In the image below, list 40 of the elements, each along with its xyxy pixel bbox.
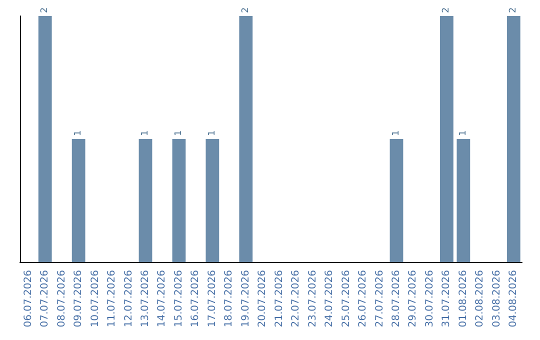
x-tick-label: 07.07.2026 bbox=[40, 270, 51, 328]
x-tick-label: 26.07.2026 bbox=[358, 270, 369, 328]
data-label: 1 bbox=[74, 130, 84, 136]
x-tick-label: 03.08.2026 bbox=[491, 270, 502, 328]
x-tick-label: 01.08.2026 bbox=[458, 270, 469, 328]
x-tick-label: 08.07.2026 bbox=[56, 270, 68, 328]
x-tick-label: 13.07.2026 bbox=[140, 270, 151, 328]
data-label: 1 bbox=[392, 130, 402, 136]
x-tick-label: 25.07.2026 bbox=[340, 270, 352, 328]
x-tick-label: 15.07.2026 bbox=[173, 270, 184, 328]
x-tick-label: 16.07.2026 bbox=[190, 270, 202, 328]
data-label: 1 bbox=[458, 130, 468, 136]
x-tick-label: 14.07.2026 bbox=[156, 270, 168, 328]
data-label: 2 bbox=[442, 7, 452, 13]
x-tick-label: 23.07.2026 bbox=[307, 270, 318, 328]
x-tick-label: 30.07.2026 bbox=[424, 270, 436, 328]
x-tick-label: 22.07.2026 bbox=[290, 270, 302, 328]
x-tick-label: 31.07.2026 bbox=[441, 270, 452, 328]
x-tick-label: 27.07.2026 bbox=[374, 270, 386, 328]
data-label: 1 bbox=[207, 130, 218, 136]
x-tick-label: 19.07.2026 bbox=[240, 270, 252, 328]
data-label: 2 bbox=[508, 7, 519, 13]
x-tick-label: 10.07.2026 bbox=[90, 270, 101, 328]
data-label: 2 bbox=[240, 7, 251, 13]
x-tick-label: 17.07.2026 bbox=[206, 270, 218, 328]
x-tick-label: 06.07.2026 bbox=[22, 270, 34, 328]
x-tick-label: 12.07.2026 bbox=[123, 270, 134, 328]
x-tick-label: 21.07.2026 bbox=[274, 270, 285, 328]
data-label: 1 bbox=[174, 130, 184, 136]
x-tick-label: 24.07.2026 bbox=[324, 270, 336, 328]
x-tick-label: 02.08.2026 bbox=[474, 270, 486, 328]
x-tick-label: 29.07.2026 bbox=[408, 270, 419, 328]
x-tick-label: 20.07.2026 bbox=[257, 270, 268, 328]
x-tick-label: 28.07.2026 bbox=[391, 270, 402, 328]
x-tick-label: 04.08.2026 bbox=[508, 270, 520, 328]
x-tick-label: 18.07.2026 bbox=[224, 270, 235, 328]
x-tick-label: 11.07.2026 bbox=[106, 270, 118, 328]
x-tick-label: 09.07.2026 bbox=[73, 270, 84, 328]
data-label: 1 bbox=[140, 130, 150, 136]
data-label: 2 bbox=[40, 7, 50, 13]
